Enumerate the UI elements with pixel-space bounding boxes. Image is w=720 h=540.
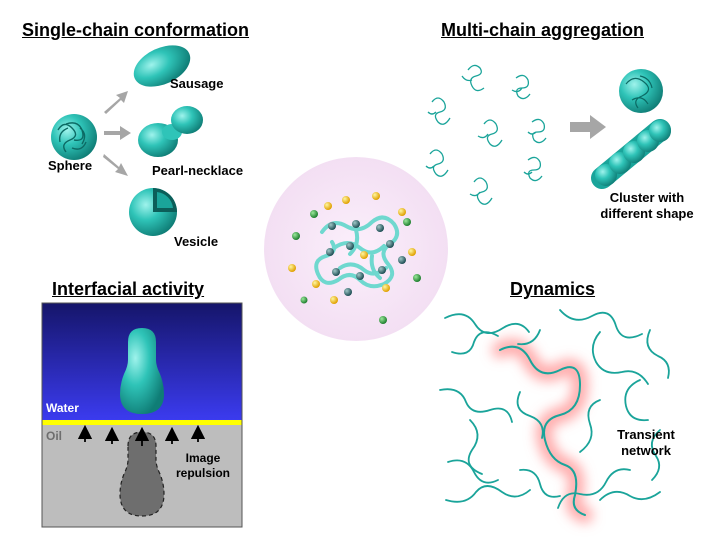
salt-ions [292, 210, 421, 324]
image-repulsion-label: Image repulsion [170, 451, 236, 481]
oil-label: Oil [46, 429, 63, 443]
network-label-line1: Transient [617, 427, 675, 442]
image-label-line2: repulsion [175, 466, 230, 480]
polyelectrolyte-chain [314, 215, 400, 289]
conformation-arrows [103, 91, 131, 176]
single-chain-title: Single-chain conformation [22, 20, 250, 40]
interface-line [42, 420, 242, 425]
image-label-line1: Image [185, 451, 221, 465]
adsorbed-chain [120, 328, 164, 414]
vesicle-label: Vesicle [174, 234, 219, 249]
sphere-shape [51, 114, 97, 160]
water-label: Water [46, 401, 79, 415]
cylindrical-cluster [591, 119, 671, 189]
interfacial-title: Interfacial activity [52, 279, 205, 299]
vesicle-shape [129, 188, 177, 236]
multi-chain-title: Multi-chain aggregation [441, 20, 645, 40]
cluster-label-line1: Cluster with [609, 190, 685, 205]
cluster-label: Cluster with different shape [592, 190, 702, 222]
counterions [288, 192, 416, 304]
dynamics-title: Dynamics [510, 279, 596, 299]
sphere-label: Sphere [48, 158, 93, 173]
transient-network [439, 309, 670, 516]
repulsion-arrows [77, 424, 206, 446]
network-label-line2: network [621, 443, 671, 458]
sausage-shape [133, 45, 191, 87]
spherical-cluster [619, 69, 663, 113]
pearl-necklace-shape [138, 106, 203, 157]
transient-network-label: Transient network [606, 427, 686, 459]
image-chain [119, 431, 165, 517]
aggregation-arrow [570, 115, 606, 139]
sausage-label: Sausage [170, 76, 224, 91]
dispersed-chains [425, 64, 547, 205]
cluster-label-line2: different shape [600, 206, 694, 221]
charged-monomers [326, 220, 406, 296]
pearl-necklace-label: Pearl-necklace [152, 163, 244, 178]
